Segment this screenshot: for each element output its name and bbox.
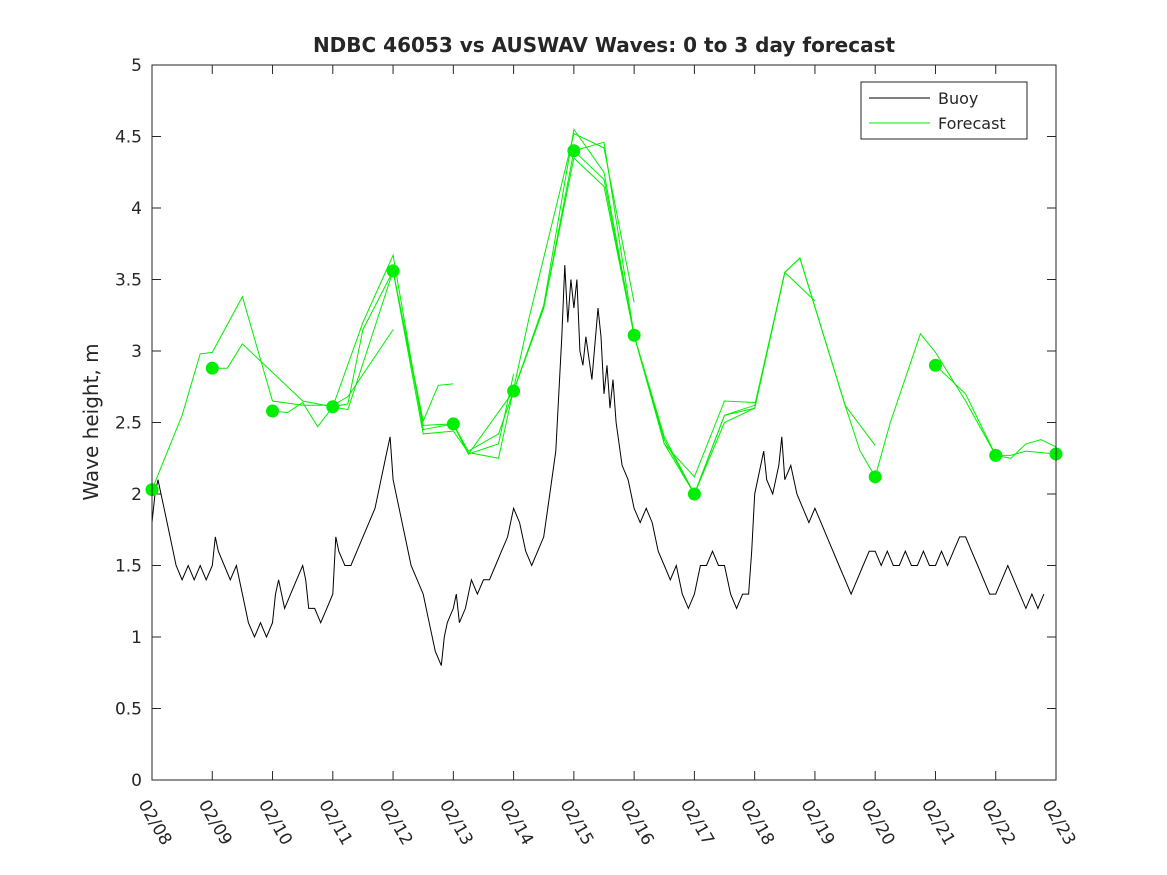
y-tick-label: 0 bbox=[131, 771, 142, 791]
y-tick-label: 4 bbox=[131, 199, 142, 219]
forecast-point bbox=[928, 358, 942, 372]
forecast-markers bbox=[145, 144, 1063, 501]
forecast-point bbox=[205, 361, 219, 375]
forecast-point bbox=[266, 404, 280, 418]
y-tick-label: 2.5 bbox=[115, 414, 142, 434]
y-tick-label: 0.5 bbox=[115, 700, 142, 720]
y-tick-label: 1.5 bbox=[115, 557, 142, 577]
y-tick-label: 5 bbox=[131, 56, 142, 76]
x-tick-label: 02/08 bbox=[134, 797, 176, 849]
x-tick-label: 02/22 bbox=[977, 797, 1019, 849]
forecast-point bbox=[989, 448, 1003, 462]
buoy-line bbox=[151, 265, 1045, 666]
forecast-line bbox=[874, 332, 1057, 477]
forecast-line bbox=[573, 150, 876, 496]
x-tick-label: 02/14 bbox=[495, 797, 537, 849]
forecast-line bbox=[452, 128, 816, 496]
y-tick-label: 1 bbox=[131, 628, 142, 648]
forecast-point bbox=[627, 328, 641, 342]
plot-frame bbox=[151, 64, 1057, 781]
x-tick-label: 02/16 bbox=[616, 797, 658, 849]
x-tick-label: 02/17 bbox=[676, 797, 718, 849]
x-tick-label: 02/15 bbox=[556, 797, 598, 849]
legend-forecast-label: Forecast bbox=[938, 114, 1006, 133]
forecast-line bbox=[935, 364, 1057, 459]
x-tick-label: 02/21 bbox=[917, 797, 959, 849]
forecast-point bbox=[567, 144, 581, 158]
x-tick-label: 02/20 bbox=[857, 797, 899, 849]
x-tick-label: 02/11 bbox=[314, 797, 356, 849]
x-tick-label: 02/13 bbox=[435, 797, 477, 849]
plot-area bbox=[152, 65, 1056, 780]
forecast-line bbox=[272, 253, 515, 455]
forecast-point bbox=[446, 417, 460, 431]
x-tick-label: 02/10 bbox=[254, 797, 296, 849]
forecast-point bbox=[386, 264, 400, 278]
forecast-point bbox=[326, 400, 340, 414]
x-tick-label: 02/18 bbox=[736, 797, 778, 849]
y-axis-ticks: 0 0.5 1 1.5 2 2.5 3 3.5 4 4.5 5 bbox=[115, 56, 1056, 791]
y-tick-label: 4.5 bbox=[115, 128, 142, 148]
forecast-point bbox=[687, 487, 701, 501]
chart-title: NDBC 46053 vs AUSWAV Waves: 0 to 3 day f… bbox=[313, 33, 896, 57]
y-axis-label: Wave height, m bbox=[79, 343, 103, 500]
y-tick-label: 3.5 bbox=[115, 271, 142, 291]
y-tick-label: 2 bbox=[131, 485, 142, 505]
forecast-point bbox=[507, 384, 521, 398]
legend-buoy-label: Buoy bbox=[938, 89, 978, 108]
x-tick-label: 02/09 bbox=[194, 797, 236, 849]
legend-box bbox=[860, 81, 1028, 140]
legend: Buoy Forecast bbox=[860, 81, 1028, 140]
x-tick-label: 02/19 bbox=[797, 797, 839, 849]
forecast-point bbox=[868, 470, 882, 484]
y-tick-label: 3 bbox=[131, 342, 142, 362]
x-tick-label: 02/23 bbox=[1038, 797, 1080, 849]
x-tick-label: 02/12 bbox=[375, 797, 417, 849]
forecast-line bbox=[151, 295, 394, 490]
